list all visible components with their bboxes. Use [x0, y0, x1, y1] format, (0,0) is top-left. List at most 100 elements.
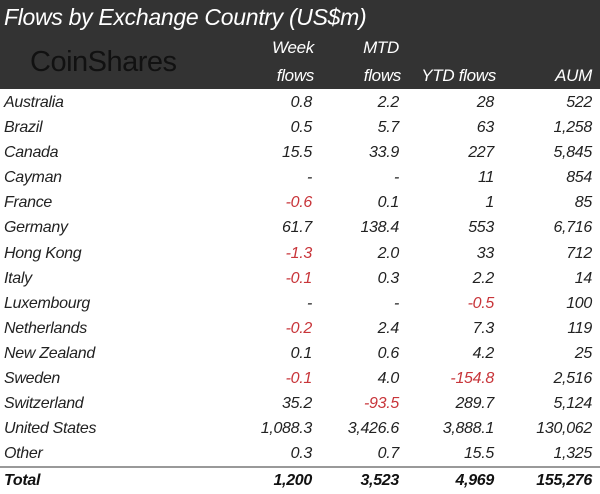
country-cell: Sweden	[4, 370, 61, 388]
country-cell: Australia	[4, 94, 64, 111]
aum-cell: 85	[574, 194, 593, 212]
country-cell: Luxembourg	[4, 294, 90, 312]
country-cell: Cayman	[4, 169, 62, 187]
ytd-cell: 4.2	[472, 344, 495, 362]
mtd-cell: -	[393, 294, 399, 312]
aum-cell: 25	[574, 344, 593, 362]
week-cell: -	[306, 169, 312, 187]
country-cell: Brazil	[4, 119, 43, 137]
coinshares-logo: CoinShares	[30, 46, 177, 78]
aum-cell: 1,325	[553, 445, 592, 463]
total-row: Total 1,200 3,523 4,969 155,276	[0, 466, 600, 493]
week-cell: -0.1	[285, 269, 313, 287]
country-cell: Germany	[4, 219, 68, 237]
table-row: France -0.6 0.1 1 85	[0, 190, 600, 215]
col-ytd: YTD flows	[421, 66, 496, 85]
ytd-cell: 4,969	[455, 472, 494, 490]
mtd-cell: 4.0	[377, 370, 400, 388]
aum-cell: 522	[566, 94, 592, 111]
table-body: Australia 0.8 2.2 28 522 Brazil 0.5 5.7 63 1,258 C…	[0, 90, 600, 494]
country-cell: Switzerland	[4, 395, 84, 413]
aum-cell: 5,124	[553, 395, 592, 413]
table-row: Hong Kong -1.3 2.0 33 712	[0, 241, 600, 266]
ytd-cell: 1	[485, 194, 494, 212]
aum-cell: 1,258	[553, 119, 592, 137]
table-row: Sweden -0.1 4.0 -154.8 2,516	[0, 366, 600, 391]
ytd-cell: 33	[476, 244, 495, 262]
mtd-cell: 3,426.6	[347, 420, 400, 438]
mtd-cell: 2.4	[377, 319, 400, 337]
week-cell: -	[306, 294, 312, 312]
ytd-cell: 7.3	[472, 319, 495, 337]
table-row: Switzerland 35.2 -93.5 289.7 5,124	[0, 391, 600, 416]
aum-cell: 712	[566, 244, 592, 262]
col-aum: AUM	[555, 66, 592, 85]
country-cell: France	[4, 194, 52, 212]
table-row: Luxembourg - - -0.5 100	[0, 291, 600, 316]
table-row: Brazil 0.5 5.7 63 1,258	[0, 115, 600, 140]
aum-cell: 100	[566, 294, 592, 312]
table-row: Canada 15.5 33.9 227 5,845	[0, 140, 600, 165]
table-row: Other 0.3 0.7 15.5 1,325	[0, 441, 600, 466]
col-mtd-line1: MTD	[363, 38, 399, 57]
table-row: United States 1,088.3 3,426.6 3,888.1 130,06…	[0, 416, 600, 441]
mtd-cell: 0.7	[377, 445, 400, 463]
ytd-cell: -0.5	[467, 294, 495, 312]
col-week-line2: flows	[276, 66, 315, 85]
mtd-cell: 3,523	[360, 472, 399, 490]
mtd-cell: 2.0	[377, 244, 400, 262]
mtd-cell: 2.2	[377, 94, 400, 111]
ytd-cell: 553	[468, 219, 494, 237]
week-cell: 15.5	[282, 144, 312, 162]
table-title: Flows by Exchange Country (US$m)	[4, 4, 367, 30]
ytd-cell: 289.7	[455, 395, 494, 413]
ytd-cell: -154.8	[450, 370, 494, 388]
mtd-cell: 33.9	[369, 144, 399, 162]
week-cell: 61.7	[282, 219, 312, 237]
country-cell: Total	[4, 472, 41, 490]
aum-cell: 6,716	[553, 219, 592, 237]
ytd-cell: 227	[468, 144, 494, 162]
table-row: Australia 0.8 2.2 28 522	[0, 90, 600, 115]
mtd-cell: 5.7	[377, 119, 400, 137]
ytd-cell: 28	[476, 94, 495, 111]
table-row: New Zealand 0.1 0.6 4.2 25	[0, 341, 600, 366]
table-header: Flows by Exchange Country (US$m) CoinSha…	[0, 0, 600, 89]
country-cell: Netherlands	[4, 319, 87, 337]
table-row: Cayman - - 11 854	[0, 165, 600, 190]
country-cell: United States	[4, 420, 97, 438]
country-cell: Italy	[4, 269, 32, 287]
ytd-cell: 15.5	[464, 445, 494, 463]
mtd-cell: -	[393, 169, 399, 187]
table-row: Netherlands -0.2 2.4 7.3 119	[0, 316, 600, 341]
aum-cell: 155,276	[536, 472, 592, 490]
week-cell: -1.3	[285, 244, 313, 262]
col-mtd-line2: flows	[363, 66, 402, 85]
country-cell: Other	[4, 445, 43, 463]
ytd-cell: 3,888.1	[442, 420, 495, 438]
col-week-line1: Week	[272, 38, 314, 57]
week-cell: 0.8	[290, 94, 313, 111]
mtd-cell: 0.6	[377, 344, 400, 362]
week-cell: -0.2	[285, 319, 313, 337]
aum-cell: 119	[567, 319, 592, 337]
ytd-cell: 63	[476, 119, 495, 137]
week-cell: 1,088.3	[260, 420, 313, 438]
mtd-cell: -93.5	[364, 395, 399, 413]
week-cell: 0.3	[290, 445, 313, 463]
week-cell: 35.2	[282, 395, 312, 413]
week-cell: 1,200	[273, 472, 312, 490]
mtd-cell: 0.3	[377, 269, 400, 287]
mtd-cell: 138.4	[360, 219, 399, 237]
ytd-cell: 2.2	[472, 269, 495, 287]
ytd-cell: 11	[477, 169, 494, 187]
mtd-cell: 0.1	[377, 194, 400, 212]
table-row: Italy -0.1 0.3 2.2 14	[0, 266, 600, 291]
week-cell: 0.1	[290, 344, 313, 362]
aum-cell: 130,062	[536, 420, 592, 438]
country-cell: Canada	[4, 144, 59, 162]
country-cell: Hong Kong	[4, 244, 82, 262]
aum-cell: 854	[566, 169, 592, 187]
aum-cell: 2,516	[553, 370, 592, 388]
table-row: Germany 61.7 138.4 553 6,716	[0, 215, 600, 240]
